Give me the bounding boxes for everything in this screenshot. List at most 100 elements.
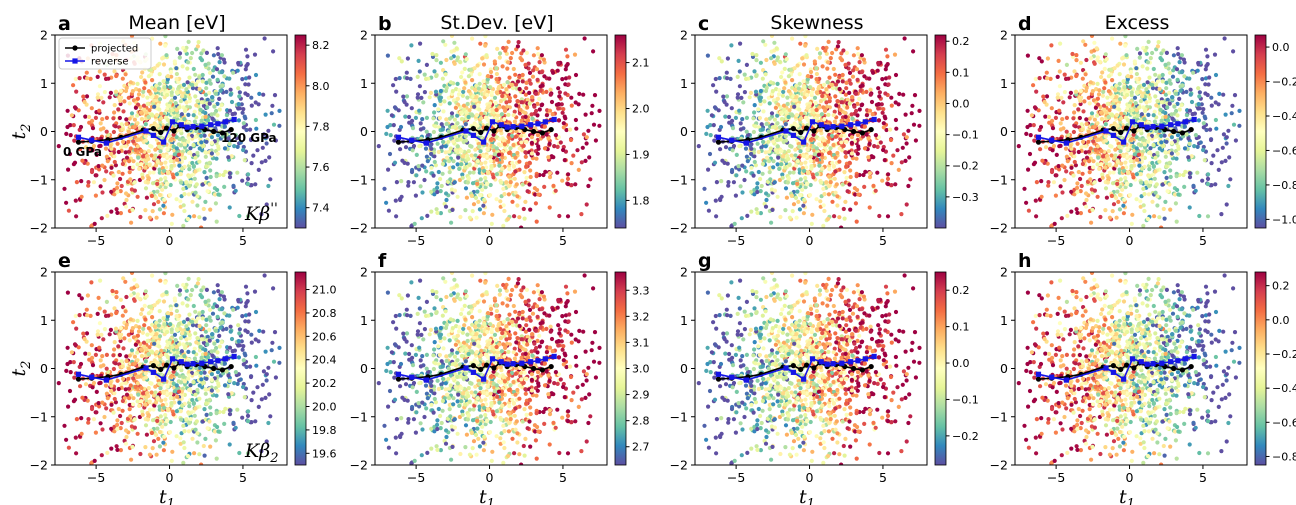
scatter-point <box>769 56 774 61</box>
scatter-point <box>154 98 159 103</box>
scatter-point <box>235 144 240 149</box>
reverse-marker <box>809 119 816 125</box>
scatter-point <box>542 146 548 151</box>
scatter-point <box>438 211 443 216</box>
scatter-point <box>763 88 769 94</box>
scatter-point <box>848 81 853 86</box>
scatter-point <box>1163 154 1168 159</box>
scatter-point <box>403 145 409 150</box>
scatter-point <box>1075 141 1080 146</box>
scatter-point <box>597 108 602 113</box>
scatter-point <box>893 72 899 78</box>
scatter-point <box>521 48 526 53</box>
scatter-point <box>223 169 228 174</box>
scatter-point <box>845 189 850 194</box>
scatter-point <box>135 162 140 167</box>
scatter-point <box>253 117 258 123</box>
scatter-point <box>488 137 493 142</box>
scatter-point <box>844 139 849 144</box>
scatter-point <box>1156 40 1161 45</box>
scatter-point <box>767 116 772 121</box>
scatter-point <box>1150 160 1155 166</box>
scatter-point <box>837 86 842 92</box>
scatter-point <box>869 99 875 105</box>
scatter-point <box>1089 35 1095 38</box>
scatter-point <box>392 160 398 165</box>
scatter-point <box>477 97 483 102</box>
scatter-point <box>131 165 136 170</box>
scatter-point <box>197 86 202 92</box>
scatter-point <box>524 164 529 169</box>
scatter-point <box>737 84 743 89</box>
scatter-point <box>733 115 739 120</box>
scatter-point <box>784 195 790 200</box>
scatter-point <box>242 158 247 163</box>
reverse-marker <box>481 139 487 145</box>
scatter-point <box>535 101 540 106</box>
reverse-marker <box>89 137 95 143</box>
scatter-point <box>207 160 212 165</box>
scatter-point <box>527 182 532 187</box>
scatter-point <box>79 179 84 184</box>
scatter-point <box>181 82 187 87</box>
scatter-point <box>855 46 860 51</box>
scatter-point <box>528 174 533 180</box>
scatter-point <box>917 123 922 128</box>
scatter-point <box>236 106 241 111</box>
scatter-point <box>821 186 826 191</box>
scatter-point <box>215 187 220 193</box>
scatter-point <box>147 108 152 113</box>
scatter-point <box>873 133 879 138</box>
scatter-point <box>1195 144 1200 149</box>
scatter-point <box>153 163 159 168</box>
scatter-point <box>1237 123 1242 128</box>
legend-projected: projected <box>91 44 138 55</box>
scatter-point <box>420 163 425 168</box>
scatter-point <box>783 80 788 85</box>
scatter-point <box>822 117 827 122</box>
scatter-point <box>862 184 867 189</box>
scatter-point <box>417 84 422 89</box>
scatter-points <box>1016 35 1242 228</box>
scatter-point <box>203 114 208 119</box>
scatter-point <box>828 146 833 151</box>
scatter-point <box>1209 95 1214 100</box>
scatter-point <box>164 165 169 170</box>
scatter-point <box>1146 139 1151 144</box>
scatter-point <box>513 134 518 139</box>
scatter-point <box>729 43 734 48</box>
scatter-point <box>260 145 265 150</box>
scatter-point <box>204 86 209 91</box>
scatter-point <box>462 86 467 91</box>
scatter-point <box>446 129 451 134</box>
scatter-point <box>103 76 109 81</box>
scatter-point <box>490 212 495 217</box>
scatter-point <box>1072 159 1077 165</box>
scatter-point <box>841 103 847 108</box>
scatter-point <box>193 190 198 195</box>
scatter-point <box>565 214 571 219</box>
scatter-point <box>516 40 521 45</box>
scatter-point <box>801 153 807 159</box>
trajectory-lines <box>715 116 877 146</box>
scatter-point <box>761 39 766 44</box>
scatter-point <box>200 72 205 78</box>
scatter-point <box>132 180 137 185</box>
scatter-point <box>817 163 822 168</box>
scatter-point <box>487 103 492 108</box>
scatter-point <box>197 128 202 133</box>
scatter-point <box>434 58 439 63</box>
reverse-marker <box>504 124 510 130</box>
scatter-point <box>709 113 715 118</box>
scatter-point <box>887 75 892 80</box>
colorbar-tick-label: 0.0 <box>952 97 970 110</box>
scatter-point <box>109 189 114 194</box>
scatter-point <box>438 101 443 107</box>
scatter-point <box>832 109 837 114</box>
scatter-point <box>511 113 516 118</box>
scatter-point <box>420 117 425 122</box>
scatter-point <box>558 140 563 145</box>
scatter-point <box>862 124 868 129</box>
scatter-point <box>236 86 241 91</box>
scatter-point <box>1109 67 1114 72</box>
